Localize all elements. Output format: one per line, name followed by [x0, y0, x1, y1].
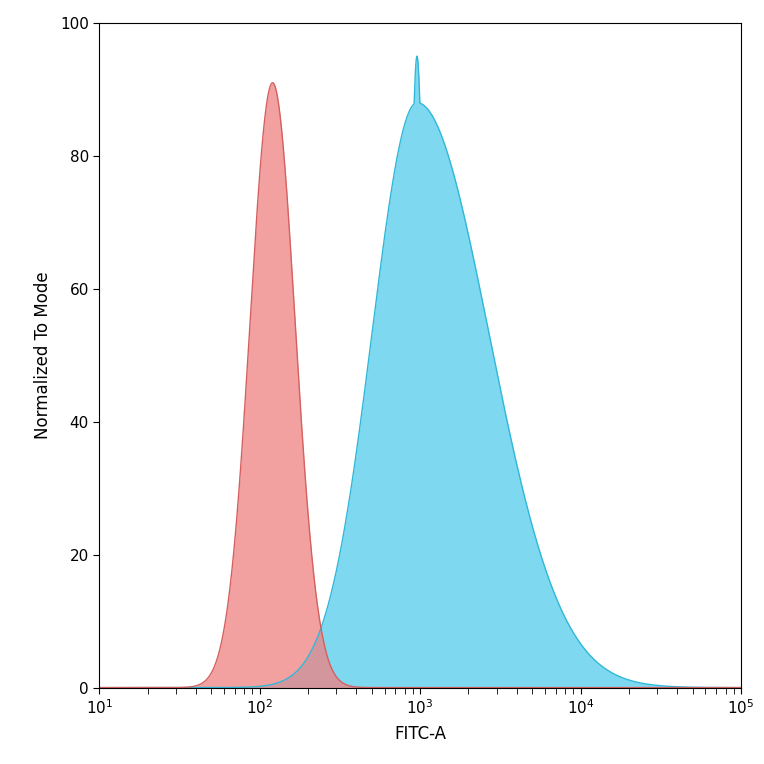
Y-axis label: Normalized To Mode: Normalized To Mode — [34, 271, 52, 439]
X-axis label: FITC-A: FITC-A — [394, 725, 446, 743]
